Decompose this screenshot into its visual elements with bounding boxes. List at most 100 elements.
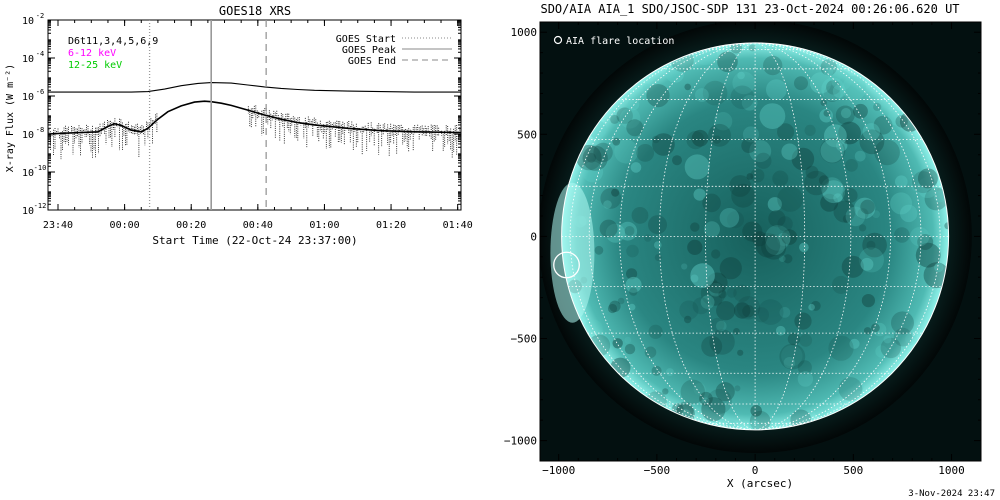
aia-disk-mottle bbox=[761, 234, 787, 260]
aia-disk-mottle bbox=[763, 55, 783, 76]
aia-disk-mottle bbox=[881, 98, 892, 109]
aia-disk-mottle bbox=[599, 219, 618, 238]
aia-disk-mottle bbox=[859, 129, 885, 155]
aia-disk-texture bbox=[568, 42, 949, 430]
aia-x-tick-label: −500 bbox=[644, 464, 671, 477]
aia-disk-mottle bbox=[835, 105, 855, 125]
aia-disk-mottle bbox=[625, 276, 642, 293]
aia-disk-mottle bbox=[828, 335, 854, 361]
aia-disk-mottle bbox=[858, 247, 885, 273]
goes-y-tick-exponent: -2 bbox=[36, 12, 44, 20]
aia-limb-outline bbox=[561, 42, 950, 431]
goes-legend-channel-label: 6-12 keV bbox=[68, 48, 116, 59]
goes-y-axis-label: X-ray Flux (W m⁻²) bbox=[5, 64, 16, 172]
aia-disk-mottle bbox=[718, 290, 727, 299]
aia-helio-grid bbox=[561, 42, 949, 430]
goes-y-tick-label: 10 bbox=[22, 92, 34, 103]
goes-y-tick-exponent: -12 bbox=[34, 202, 47, 210]
goes-y-tick-label: 10 bbox=[22, 16, 34, 27]
aia-disk-mottle bbox=[732, 71, 756, 95]
aia-disk-mottle bbox=[699, 391, 713, 406]
aia-flare-location-circle bbox=[553, 251, 580, 279]
aia-disk-mottle bbox=[900, 204, 918, 223]
aia-disk-mottle bbox=[741, 138, 757, 154]
aia-disk-mottle bbox=[777, 123, 795, 141]
aia-disk-mottle bbox=[742, 221, 763, 242]
aia-disk-mottle bbox=[893, 327, 913, 347]
aia-disk-mottle bbox=[818, 175, 830, 186]
aia-disk-mottle bbox=[840, 108, 852, 119]
aia-disk-mottle bbox=[934, 262, 944, 273]
aia-disk-mottle bbox=[716, 301, 736, 321]
goes-legend-marker-label: GOES Peak bbox=[342, 45, 396, 56]
aia-y-tick-label: 1000 bbox=[511, 26, 538, 39]
aia-disk-mottle bbox=[820, 139, 844, 163]
aia-disk-mottle bbox=[810, 300, 821, 311]
aia-disk-mottle bbox=[827, 66, 843, 82]
aia-disk-mottle bbox=[611, 188, 620, 197]
goes-low-channel-noise bbox=[48, 105, 461, 160]
goes-y-tick-exponent: -8 bbox=[36, 126, 44, 134]
aia-disk-mottle bbox=[636, 144, 655, 162]
aia-disk-mottle bbox=[742, 305, 755, 318]
aia-disk-mottle bbox=[726, 287, 737, 298]
aia-disk-mottle bbox=[644, 234, 652, 242]
aia-x-tick-label: −1000 bbox=[542, 464, 575, 477]
aia-disk-mottle bbox=[820, 399, 833, 412]
aia-disk-mottle bbox=[630, 162, 642, 173]
aia-disk-mottle bbox=[646, 84, 670, 108]
aia-disk-mottle bbox=[716, 320, 727, 332]
aia-disk-mottle bbox=[805, 165, 819, 179]
aia-disk-mottle bbox=[854, 150, 866, 162]
aia-disk-mottle bbox=[797, 371, 814, 387]
aia-disk-mottle bbox=[781, 143, 798, 160]
aia-disk-mottle bbox=[842, 188, 858, 203]
aia-disk-mottle bbox=[887, 109, 904, 126]
goes-event-markers bbox=[148, 20, 267, 210]
aia-disk-mottle bbox=[799, 334, 813, 347]
aia-disk-mottle bbox=[832, 275, 850, 294]
aia-disk-mottle bbox=[731, 183, 756, 208]
aia-disk-mottle bbox=[836, 139, 848, 152]
aia-disk-mottle bbox=[872, 210, 880, 219]
aia-disk-mottle bbox=[863, 327, 872, 335]
aia-disk-mottle bbox=[736, 296, 761, 320]
aia-longitude-line bbox=[705, 42, 756, 430]
aia-disk-mottle bbox=[719, 208, 740, 228]
aia-disk-mottle bbox=[605, 223, 626, 243]
aia-disk-mottle bbox=[711, 279, 718, 286]
aia-disk-mottle bbox=[821, 77, 845, 101]
aia-disk-mottle bbox=[607, 303, 618, 314]
aia-x-tick-label: 1000 bbox=[938, 464, 965, 477]
goes-x-tick-label: 01:20 bbox=[376, 220, 406, 231]
aia-disk-mottle bbox=[617, 297, 625, 305]
goes-legend-marker-label: GOES End bbox=[348, 56, 396, 67]
aia-disk-mottle bbox=[765, 235, 786, 255]
aia-disk-mottle bbox=[690, 222, 700, 232]
aia-disk-mottle bbox=[702, 193, 721, 213]
aia-disk-mottle bbox=[832, 84, 847, 98]
aia-disk-mottle bbox=[618, 221, 638, 241]
aia-disk-mottle bbox=[715, 382, 735, 402]
aia-disk-mottle bbox=[809, 72, 832, 94]
aia-disk-mottle bbox=[616, 107, 633, 124]
aia-disk-mottle bbox=[821, 177, 843, 200]
goes-y-tick-label: 10 bbox=[22, 168, 34, 179]
aia-disk-mottle bbox=[741, 95, 758, 111]
aia-disk-mottle bbox=[759, 103, 786, 129]
aia-disk-mottle bbox=[768, 210, 786, 228]
goes-series-lines bbox=[47, 82, 462, 135]
aia-disk-mottle bbox=[626, 268, 638, 280]
aia-disk-mottle bbox=[734, 385, 741, 392]
aia-disk-mottle bbox=[733, 284, 751, 302]
aia-disk-mottle bbox=[787, 332, 801, 346]
aia-disk-mottle bbox=[823, 109, 831, 117]
aia-disk-mottle bbox=[917, 168, 938, 189]
aia-disk-mottle bbox=[860, 257, 874, 271]
aia-disk-mottle bbox=[894, 227, 910, 243]
aia-disk-mottle bbox=[905, 333, 918, 346]
aia-disk-mottle bbox=[710, 317, 725, 332]
aia-longitude-line bbox=[755, 42, 806, 430]
